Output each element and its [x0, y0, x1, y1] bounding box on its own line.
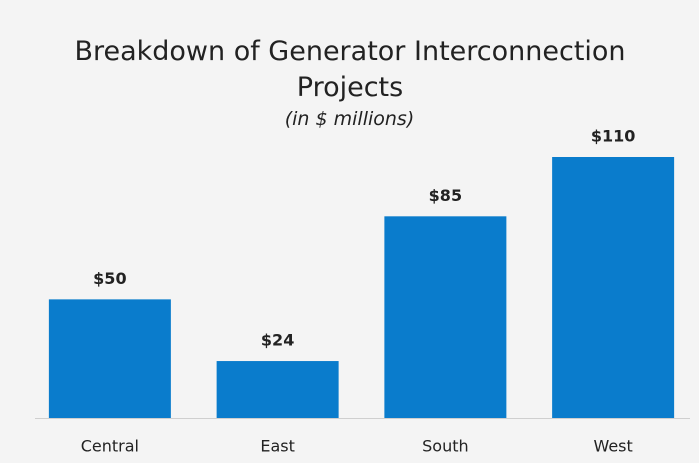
bar	[216, 361, 339, 418]
chart-subtitle: (in $ millions)	[284, 108, 415, 130]
value-label: $110	[591, 127, 636, 146]
bar	[552, 157, 675, 418]
x-tick-label: Central	[81, 437, 139, 456]
bar	[48, 299, 171, 418]
chart-title: Breakdown of Generator Interconnection P…	[74, 36, 626, 103]
value-label: $24	[261, 331, 294, 350]
value-label: $85	[429, 186, 462, 205]
x-tick-label: East	[260, 437, 295, 456]
bar	[384, 216, 507, 418]
value-label: $50	[93, 269, 126, 288]
x-tick-label: West	[593, 437, 632, 456]
x-tick-label: South	[422, 437, 469, 456]
